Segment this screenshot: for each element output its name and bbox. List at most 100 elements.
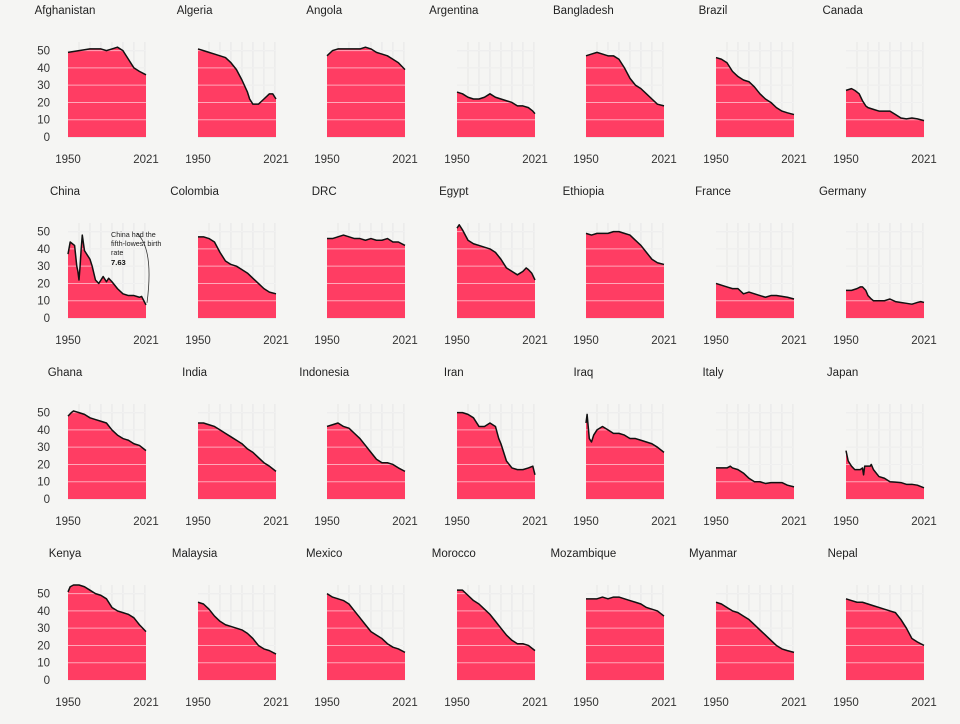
panel-malaysia: Malaysia 1950 2021 — [130, 543, 289, 724]
chart-indonesia: 1950 2021 — [314, 404, 418, 528]
panel-title: Angola — [306, 5, 343, 17]
panel-title: Ghana — [47, 367, 83, 379]
x-tick-label-start: 1950 — [55, 516, 81, 528]
x-tick-label-end: 2021 — [263, 154, 289, 166]
panel-title: Mozambique — [550, 548, 617, 560]
series-line — [67, 584, 147, 633]
y-tick-label: 30 — [37, 623, 50, 635]
y-tick-label: 0 — [44, 313, 50, 325]
series-line — [586, 230, 665, 266]
panel-indonesia: Indonesia 1950 2021 — [259, 362, 418, 543]
y-tick-label: 10 — [37, 658, 50, 670]
annotation-text: rate — [111, 248, 123, 257]
panel-japan: Japan 1950 2021 — [778, 362, 936, 543]
y-tick-label: 10 — [37, 477, 50, 489]
x-tick-label-start: 1950 — [574, 516, 600, 528]
x-tick-label-start: 1950 — [444, 697, 470, 709]
panel-title: Italy — [702, 367, 724, 379]
x-tick-label-end: 2021 — [652, 516, 678, 528]
area-series — [586, 414, 665, 499]
panel-title: Mexico — [305, 548, 343, 560]
chart-egypt: 1950 2021 — [444, 223, 548, 347]
series-line — [715, 601, 795, 654]
x-tick-label-start: 1950 — [833, 697, 859, 709]
x-tick-label-start: 1950 — [185, 335, 211, 347]
x-tick-label-start: 1950 — [574, 335, 600, 347]
annotation-value: 7.63 — [111, 258, 126, 267]
area-series — [456, 412, 535, 499]
chart-argentina: 1950 2021 — [444, 42, 548, 166]
panel-angola: Angola 1950 2021 — [259, 0, 418, 181]
chart-china: 0 10 20 30 40 50 1950 2021 China had thefifth-lo… — [37, 223, 161, 347]
panel-title: Nepal — [827, 548, 858, 560]
chart-india: 1950 2021 — [185, 404, 288, 528]
chart-brazil: 1950 2021 — [703, 42, 807, 166]
panel-title: Indonesia — [299, 367, 350, 379]
panel-germany: Germany 1950 2021 — [778, 181, 936, 362]
x-tick-label-end: 2021 — [781, 516, 807, 528]
area-series — [327, 47, 406, 137]
area-series — [456, 92, 535, 137]
series-line — [585, 413, 665, 453]
y-tick-label: 50 — [37, 589, 50, 601]
panel-title: Malaysia — [171, 548, 218, 560]
x-tick-label-start: 1950 — [574, 154, 600, 166]
panel-canada: Canada 1950 2021 — [778, 0, 936, 181]
panel-india: India 1950 2021 — [130, 362, 288, 543]
panel-bangladesh: Bangladesh 1950 2021 — [518, 0, 677, 181]
area-series — [68, 47, 146, 137]
x-tick-label-end: 2021 — [392, 154, 418, 166]
x-tick-label-start: 1950 — [833, 154, 859, 166]
panel-title: China — [49, 186, 81, 198]
x-tick-label-start: 1950 — [55, 154, 81, 166]
x-tick-label-end: 2021 — [522, 335, 548, 347]
series-line — [716, 465, 795, 488]
panel-title: Iran — [443, 367, 464, 379]
panel-france: France 1950 2021 — [648, 181, 807, 362]
x-tick-label-start: 1950 — [703, 335, 729, 347]
x-tick-label-start: 1950 — [833, 516, 859, 528]
y-tick-label: 40 — [37, 425, 50, 437]
x-tick-label-end: 2021 — [133, 154, 159, 166]
y-tick-label: 20 — [37, 459, 50, 471]
area-series — [586, 231, 665, 318]
series-line — [326, 422, 406, 473]
x-tick-label-end: 2021 — [911, 154, 937, 166]
area-series — [845, 286, 924, 318]
x-tick-label-end: 2021 — [911, 697, 937, 709]
x-tick-label-start: 1950 — [185, 154, 211, 166]
panel-title: Ethiopia — [562, 186, 605, 198]
y-tick-label: 50 — [37, 408, 50, 420]
x-tick-label-end: 2021 — [652, 335, 678, 347]
x-tick-label-start: 1950 — [314, 154, 340, 166]
x-tick-label-end: 2021 — [133, 335, 159, 347]
series-line — [844, 450, 924, 489]
series-line — [586, 51, 665, 107]
series-line — [67, 234, 147, 306]
x-tick-label-start: 1950 — [314, 697, 340, 709]
panel-title: India — [182, 367, 208, 379]
series-line — [456, 411, 536, 476]
x-tick-label-start: 1950 — [55, 697, 81, 709]
area-series — [197, 48, 276, 137]
panel-drc: DRC 1950 2021 — [259, 181, 418, 362]
panel-mozambique: Mozambique 1950 2021 — [518, 543, 677, 724]
chart-iran: 1950 2021 — [444, 404, 548, 528]
chart-colombia: 1950 2021 — [185, 223, 288, 347]
panel-mexico: Mexico 1950 2021 — [259, 543, 418, 724]
panel-title: Argentina — [429, 5, 479, 17]
panel-ethiopia: Ethiopia 1950 2021 — [518, 181, 678, 362]
panel-afghanistan: Afghanistan 0 10 20 30 40 50 1950 2021 — [0, 0, 159, 181]
y-tick-label: 30 — [37, 261, 50, 273]
panel-iran: Iran 1950 2021 — [389, 362, 548, 543]
chart-algeria: 1950 2021 — [185, 42, 289, 166]
chart-ghana: 0 10 20 30 40 50 1950 2021 — [37, 404, 159, 528]
chart-angola: 1950 2021 — [314, 42, 418, 166]
panel-china: China 0 10 20 30 40 50 1950 2021 China had the fif… — [0, 181, 161, 362]
panel-kenya: Kenya 0 10 20 30 40 50 1950 2021 — [0, 543, 159, 724]
x-tick-label-end: 2021 — [522, 516, 548, 528]
series-line — [456, 589, 536, 652]
x-tick-label-start: 1950 — [833, 335, 859, 347]
panel-egypt: Egypt 1950 2021 — [389, 181, 548, 362]
chart-japan: 1950 2021 — [833, 404, 936, 528]
